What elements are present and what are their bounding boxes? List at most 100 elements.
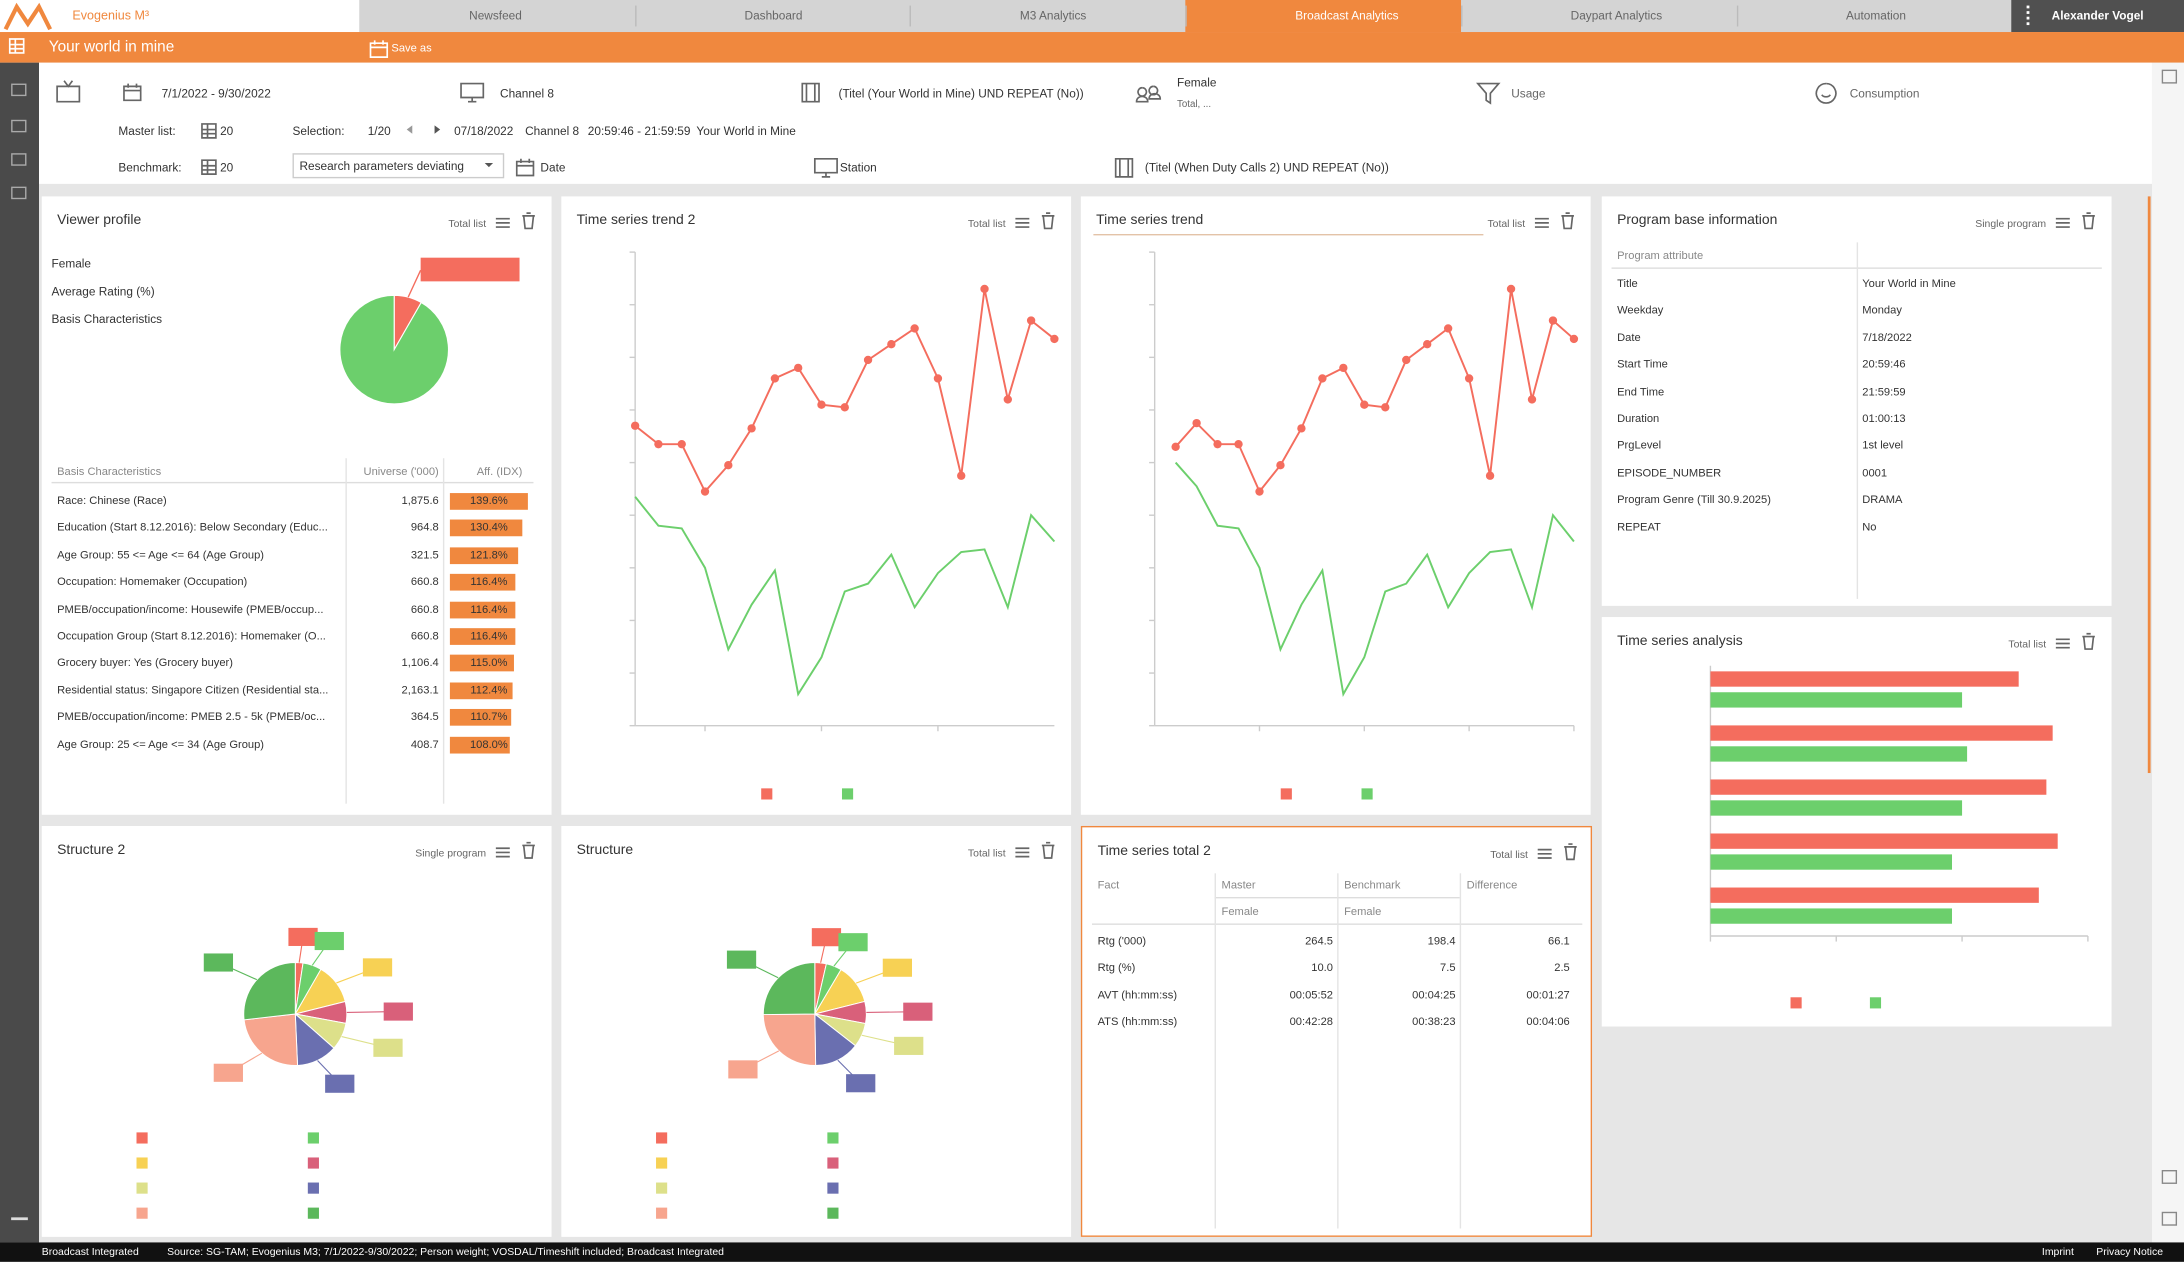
toolbar-text[interactable]: (Titel (Your World in Mine) UND REPEAT (…: [838, 86, 1084, 101]
panel-title: Time series analysis: [1617, 633, 1743, 650]
panel-title: Structure: [576, 842, 634, 858]
toolbar-text[interactable]: Station: [839, 160, 877, 175]
table-cell: 1,106.4: [401, 656, 439, 670]
icon-menu: [1537, 848, 1552, 859]
toolbar-text[interactable]: Selection:: [292, 123, 345, 138]
panel: Program base information Single program Pr…: [1601, 196, 2112, 606]
footer-link[interactable]: Imprint: [2041, 1245, 2074, 1258]
attr-value: 1st level: [1862, 439, 1904, 452]
toolbar-text[interactable]: 1/20: [367, 123, 391, 138]
sidebar-icon[interactable]: [11, 83, 27, 97]
line-point: [770, 374, 780, 383]
line-point: [677, 439, 686, 449]
sidebar-icon[interactable]: [11, 186, 27, 200]
toolbar-text[interactable]: Master list:: [118, 123, 176, 138]
value-label-box: [882, 958, 913, 977]
toolbar-text[interactable]: Female: [1176, 75, 1217, 90]
toolbar-text[interactable]: 20: [220, 160, 234, 175]
toolbar-text[interactable]: (Titel (When Duty Calls 2) UND REPEAT (N…: [1144, 160, 1389, 175]
nav-tab-label[interactable]: Automation: [1846, 8, 1906, 23]
legend-swatch: [307, 1157, 319, 1169]
next-arrow[interactable]: [434, 125, 441, 134]
toolbar-text[interactable]: Research parameters deviating: [299, 158, 464, 173]
legend-swatch: [827, 1132, 839, 1144]
panel: Structure Total list: [561, 825, 1072, 1237]
nav-tab[interactable]: Daypart Analytics: [1460, 0, 1737, 33]
legend-swatch: [1280, 788, 1292, 800]
icon-part: [460, 82, 485, 103]
line-point: [1192, 418, 1201, 428]
panel-mode[interactable]: Single program: [1975, 217, 2047, 230]
right-icon[interactable]: [2161, 1169, 2178, 1184]
icon-cal: [515, 158, 535, 177]
panel-mode[interactable]: Total list: [967, 217, 1006, 230]
nav-tab-label[interactable]: Newsfeed: [469, 8, 522, 23]
attr-value: No: [1862, 520, 1877, 533]
table-cell: Rtg ('000): [1097, 934, 1147, 948]
bar: [1710, 671, 2019, 687]
nav-tab[interactable]: Broadcast Analytics: [1185, 0, 1461, 33]
page-title: Your world in mine: [48, 38, 175, 56]
toolbar-text[interactable]: Consumption: [1849, 86, 1920, 101]
sidebar-icon[interactable]: [11, 153, 27, 166]
attr-name: Date: [1617, 331, 1641, 344]
panel-title: Time series trend: [1096, 213, 1204, 229]
panel-mode[interactable]: Total list: [1487, 217, 1526, 230]
right-icon[interactable]: [2161, 69, 2178, 84]
nav-tab-label[interactable]: Broadcast Analytics: [1295, 8, 1399, 23]
toolbar-text[interactable]: Benchmark:: [118, 160, 182, 175]
line-point: [747, 424, 756, 433]
table-header: Aff. (IDX): [476, 465, 523, 478]
right-icon[interactable]: [2161, 1211, 2178, 1226]
toolbar-text[interactable]: Channel 8: [525, 123, 580, 138]
sidebar-icon[interactable]: [11, 119, 27, 133]
toolbar-text[interactable]: Usage: [1511, 86, 1546, 101]
nav-tab[interactable]: Automation: [1736, 0, 2012, 33]
save-as[interactable]: Save as: [391, 41, 432, 55]
icon-menu: [495, 847, 510, 858]
user-area: [2011, 0, 2184, 33]
nav-tab[interactable]: M3 Analytics: [910, 0, 1186, 33]
bar: [1710, 800, 1963, 816]
col-sep: [1459, 873, 1462, 1229]
table-cell: Race: Chinese (Race): [57, 494, 167, 507]
toolbar-text[interactable]: Total, ...: [1176, 100, 1212, 111]
toolbar-text[interactable]: 20:59:46 - 21:59:59: [587, 123, 691, 138]
nav-tab[interactable]: Dashboard: [634, 0, 911, 33]
toolbar-text[interactable]: Channel 8: [500, 86, 555, 101]
dropdown-caret: [484, 162, 494, 168]
sidebar-arrow[interactable]: [11, 1217, 28, 1221]
icon-part: [2055, 217, 2070, 228]
icon-part: [2055, 638, 2070, 649]
aff-bar: [449, 628, 515, 645]
line-point: [700, 487, 710, 496]
dropdown[interactable]: [292, 153, 505, 179]
line-point: [1360, 400, 1369, 409]
panel-mode[interactable]: Total list: [448, 217, 487, 230]
nav-tab[interactable]: Newsfeed: [359, 0, 635, 33]
toolbar-text[interactable]: 20: [220, 123, 234, 138]
prev-arrow[interactable]: [406, 125, 413, 134]
toolbar-text[interactable]: 7/1/2022 - 9/30/2022: [161, 86, 271, 101]
footer-left: Broadcast Integrated: [41, 1245, 139, 1258]
panel-mode[interactable]: Total list: [1490, 848, 1528, 861]
table-cell: 00:04:25: [1412, 988, 1456, 1002]
legend-swatch: [307, 1207, 319, 1219]
panel-mode[interactable]: Single program: [415, 846, 487, 860]
line-point: [1050, 334, 1059, 344]
panel-mode[interactable]: Total list: [2008, 637, 2047, 651]
nav-tab-label[interactable]: M3 Analytics: [1019, 8, 1087, 23]
attr-value: 7/18/2022: [1862, 331, 1912, 344]
toolbar-text[interactable]: 07/18/2022: [454, 123, 514, 138]
table-header: Universe ('000): [363, 465, 439, 478]
nav-tab-label[interactable]: Daypart Analytics: [1570, 8, 1663, 23]
user-name[interactable]: Alexander Vogel: [2051, 8, 2144, 23]
legend-swatch: [136, 1132, 148, 1144]
toolbar-text[interactable]: Date: [540, 160, 566, 175]
panel-mode[interactable]: Total list: [967, 846, 1006, 860]
attr-value: 21:59:59: [1862, 385, 1906, 398]
footer-link[interactable]: Privacy Notice: [2096, 1245, 2164, 1258]
nav-tab-label[interactable]: Dashboard: [744, 8, 803, 23]
line-point: [1276, 461, 1285, 470]
toolbar-text[interactable]: Your World in Mine: [696, 123, 796, 138]
